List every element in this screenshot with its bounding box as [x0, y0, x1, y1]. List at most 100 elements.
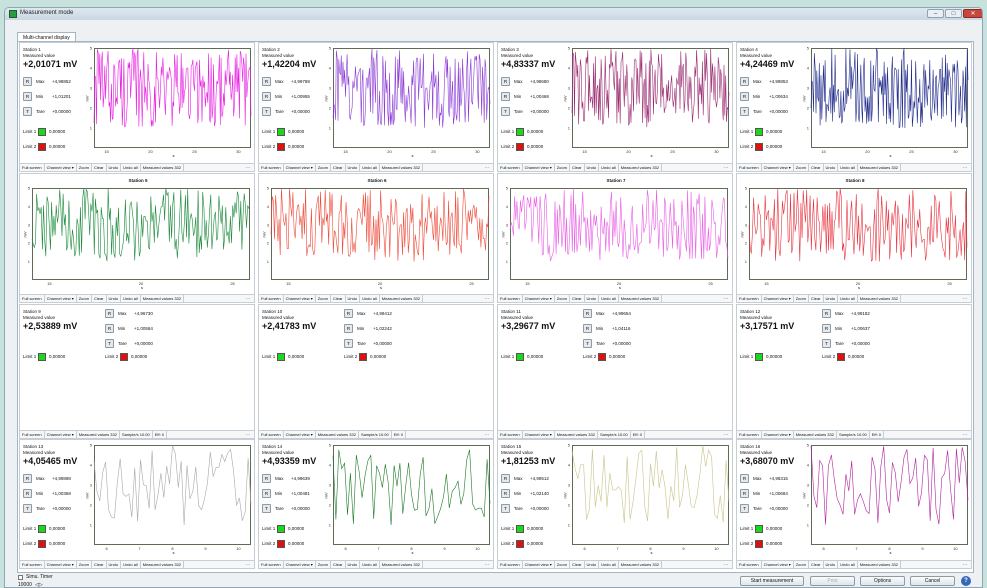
toolbar-undo-all[interactable]: Undo all — [360, 561, 380, 568]
max-reset-button[interactable]: R — [501, 474, 510, 483]
maximize-button[interactable]: □ — [945, 9, 962, 18]
toolbar-measured-values-332[interactable]: Measured values 332 — [794, 431, 837, 438]
tare-reset-button[interactable]: T — [501, 107, 510, 116]
max-reset-button[interactable]: R — [105, 309, 114, 318]
toolbar-clear[interactable]: Clear — [331, 561, 346, 568]
toolbar-measured-values-332[interactable]: Measured values 332 — [316, 431, 359, 438]
toolbar-eff-0[interactable]: Eff: 0 — [631, 431, 646, 438]
help-icon[interactable]: ? — [961, 576, 971, 586]
print-button[interactable]: Print — [810, 576, 855, 586]
max-reset-button[interactable]: R — [262, 77, 271, 86]
toolbar-undo-all[interactable]: Undo all — [360, 164, 380, 171]
simu-timer-value[interactable]: 10000 — [18, 582, 32, 588]
toolbar-undo[interactable]: Undo — [585, 295, 600, 302]
toolbar-measured-values-332[interactable]: Measured values 332 — [619, 164, 662, 171]
toolbar-zoom[interactable]: Zoom — [316, 561, 331, 568]
max-reset-button[interactable]: R — [262, 474, 271, 483]
toolbar-undo-all[interactable]: Undo all — [599, 561, 619, 568]
toolbar-full-screen[interactable]: Full screen — [498, 431, 523, 438]
toolbar-full-screen[interactable]: Full screen — [259, 295, 284, 302]
tare-reset-button[interactable]: T — [740, 107, 749, 116]
toolbar-full-screen[interactable]: Full screen — [20, 561, 45, 568]
toolbar-measured-values-332[interactable]: Measured values 332 — [619, 561, 662, 568]
toolbar-zoom[interactable]: Zoom — [794, 295, 809, 302]
toolbar-resize-grip-icon[interactable]: ⋯ — [246, 165, 250, 170]
toolbar-zoom[interactable]: Zoom — [794, 561, 809, 568]
limit2-indicator[interactable] — [277, 143, 285, 151]
toolbar-zoom[interactable]: Zoom — [555, 561, 570, 568]
toolbar-measured-values-332[interactable]: Measured values 332 — [555, 431, 598, 438]
toolbar-undo-all[interactable]: Undo all — [838, 561, 858, 568]
toolbar-channel-view[interactable]: Channel view ▾ — [45, 295, 77, 302]
toolbar-zoom[interactable]: Zoom — [555, 295, 570, 302]
toolbar-undo-all[interactable]: Undo all — [121, 164, 141, 171]
min-reset-button[interactable]: R — [344, 324, 353, 333]
limit1-indicator[interactable] — [516, 525, 524, 533]
close-button[interactable]: ✕ — [963, 9, 982, 18]
min-reset-button[interactable]: R — [583, 324, 592, 333]
tare-reset-button[interactable]: T — [740, 504, 749, 513]
toolbar-undo[interactable]: Undo — [107, 164, 122, 171]
toolbar-full-screen[interactable]: Full screen — [259, 164, 284, 171]
limit1-indicator[interactable] — [38, 353, 46, 361]
limit1-indicator[interactable] — [38, 525, 46, 533]
toolbar-channel-view[interactable]: Channel view ▾ — [523, 295, 555, 302]
toolbar-full-screen[interactable]: Full screen — [737, 164, 762, 171]
toolbar-zoom[interactable]: Zoom — [555, 164, 570, 171]
min-reset-button[interactable]: R — [501, 92, 510, 101]
toolbar-resize-grip-icon[interactable]: ⋯ — [963, 165, 967, 170]
toolbar-undo[interactable]: Undo — [824, 164, 839, 171]
toolbar-undo-all[interactable]: Undo all — [838, 295, 858, 302]
toolbar-full-screen[interactable]: Full screen — [737, 431, 762, 438]
tare-reset-button[interactable]: T — [23, 504, 32, 513]
start-measurement-button[interactable]: Start measurement — [740, 576, 804, 586]
tare-reset-button[interactable]: T — [583, 339, 592, 348]
toolbar-sample-s-10-00[interactable]: Sample/s 10.00 — [598, 431, 631, 438]
toolbar-full-screen[interactable]: Full screen — [498, 164, 523, 171]
limit1-indicator[interactable] — [38, 128, 46, 136]
toolbar-resize-grip-icon[interactable]: ⋯ — [485, 432, 489, 437]
min-reset-button[interactable]: R — [501, 489, 510, 498]
toolbar-measured-values-332[interactable]: Measured values 332 — [380, 295, 423, 302]
toolbar-clear[interactable]: Clear — [570, 295, 585, 302]
toolbar-clear[interactable]: Clear — [331, 164, 346, 171]
toolbar-eff-0[interactable]: Eff: 0 — [870, 431, 885, 438]
toolbar-channel-view[interactable]: Channel view ▾ — [45, 561, 77, 568]
max-reset-button[interactable]: R — [583, 309, 592, 318]
toolbar-channel-view[interactable]: Channel view ▾ — [762, 295, 794, 302]
toolbar-sample-s-10-00[interactable]: Sample/s 10.00 — [359, 431, 392, 438]
toolbar-resize-grip-icon[interactable]: ⋯ — [963, 432, 967, 437]
limit2-indicator[interactable] — [755, 540, 763, 548]
toolbar-measured-values-332[interactable]: Measured values 332 — [380, 164, 423, 171]
toolbar-resize-grip-icon[interactable]: ⋯ — [724, 432, 728, 437]
toolbar-clear[interactable]: Clear — [570, 164, 585, 171]
limit1-indicator[interactable] — [277, 128, 285, 136]
toolbar-undo[interactable]: Undo — [585, 164, 600, 171]
toolbar-eff-0[interactable]: Eff: 0 — [392, 431, 407, 438]
toolbar-undo-all[interactable]: Undo all — [838, 164, 858, 171]
min-reset-button[interactable]: R — [262, 92, 271, 101]
max-reset-button[interactable]: R — [23, 77, 32, 86]
toolbar-channel-view[interactable]: Channel view ▾ — [523, 561, 555, 568]
limit1-indicator[interactable] — [277, 525, 285, 533]
min-reset-button[interactable]: R — [822, 324, 831, 333]
limit1-indicator[interactable] — [516, 353, 524, 361]
toolbar-undo[interactable]: Undo — [824, 561, 839, 568]
toolbar-resize-grip-icon[interactable]: ⋯ — [963, 562, 967, 567]
toolbar-clear[interactable]: Clear — [92, 561, 107, 568]
toolbar-clear[interactable]: Clear — [809, 561, 824, 568]
toolbar-undo-all[interactable]: Undo all — [360, 295, 380, 302]
limit1-indicator[interactable] — [755, 353, 763, 361]
limit2-indicator[interactable] — [38, 143, 46, 151]
toolbar-clear[interactable]: Clear — [331, 295, 346, 302]
max-reset-button[interactable]: R — [501, 77, 510, 86]
toolbar-resize-grip-icon[interactable]: ⋯ — [246, 432, 250, 437]
toolbar-undo[interactable]: Undo — [107, 561, 122, 568]
limit2-indicator[interactable] — [598, 353, 606, 361]
max-reset-button[interactable]: R — [740, 474, 749, 483]
tab-multi-channel-display[interactable]: Multi-channel display — [17, 32, 76, 42]
simu-timer-spinner[interactable]: ◁▷ — [35, 582, 43, 588]
toolbar-resize-grip-icon[interactable]: ⋯ — [963, 296, 967, 301]
toolbar-resize-grip-icon[interactable]: ⋯ — [724, 562, 728, 567]
max-reset-button[interactable]: R — [822, 309, 831, 318]
